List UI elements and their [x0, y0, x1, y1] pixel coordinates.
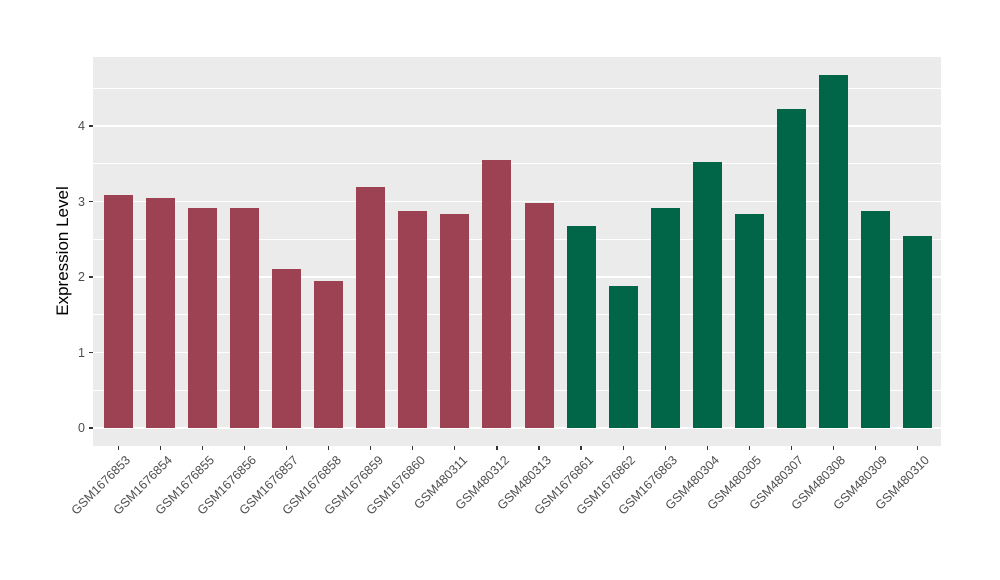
bar-GSM480312 [482, 159, 512, 428]
x-tick-mark [917, 446, 919, 450]
bar-GSM1676859 [356, 187, 386, 428]
x-tick-mark [832, 446, 835, 450]
gridline-major [93, 427, 941, 429]
y-tick-mark [89, 276, 93, 278]
bar-GSM1676862 [608, 286, 638, 428]
bar-GSM480308 [818, 74, 848, 428]
bar-GSM1676856 [230, 207, 259, 428]
bar-GSM1676863 [650, 207, 680, 428]
x-tick-mark [328, 446, 330, 450]
bar-GSM1676861 [566, 225, 596, 428]
plot-panel [93, 57, 941, 446]
bar-GSM480311 [440, 214, 470, 428]
x-tick-mark [454, 446, 456, 450]
gridline-major [93, 276, 941, 278]
x-tick-mark [285, 446, 288, 450]
bar-GSM1676857 [272, 269, 302, 428]
x-tick-mark [874, 446, 877, 450]
y-tick-label: 2 [78, 270, 85, 284]
gridline-major [93, 125, 941, 127]
bar-GSM480304 [692, 162, 722, 428]
y-tick-mark [89, 351, 93, 354]
bar-GSM480309 [861, 211, 891, 428]
bar-GSM480310 [903, 236, 933, 428]
x-tick-mark [201, 446, 204, 450]
gridline-minor [93, 87, 941, 89]
y-tick-mark [89, 125, 93, 127]
x-tick-mark [580, 446, 582, 450]
x-tick-mark [370, 446, 372, 450]
bar-GSM1676860 [398, 211, 428, 428]
x-tick-mark [622, 446, 624, 450]
bar-GSM480307 [776, 109, 806, 428]
y-tick-label: 4 [78, 119, 85, 133]
bar-GSM1676858 [314, 280, 344, 428]
bar-GSM1676854 [145, 197, 175, 428]
bar-GSM1676853 [103, 195, 133, 428]
x-tick-mark [412, 446, 414, 450]
x-tick-mark [159, 446, 161, 450]
x-tick-mark [748, 446, 750, 450]
bar-GSM480305 [734, 214, 764, 428]
y-tick-label: 1 [78, 345, 85, 360]
x-tick-mark [496, 446, 498, 450]
gridline-minor [93, 238, 941, 240]
y-tick-label: 0 [78, 421, 85, 435]
y-tick-label: 3 [78, 194, 85, 209]
gridline-major [93, 351, 941, 354]
bar-GSM480313 [524, 203, 554, 428]
gridline-major [93, 200, 941, 203]
x-tick-mark [790, 446, 792, 450]
gridline-minor [93, 314, 941, 316]
x-tick-mark [243, 446, 246, 450]
x-tick-mark [664, 446, 666, 450]
gridline-minor [93, 163, 941, 165]
y-tick-mark [89, 200, 93, 203]
y-tick-mark [89, 427, 93, 429]
x-tick-mark [117, 446, 119, 450]
x-tick-mark [538, 446, 540, 450]
bar-GSM1676855 [187, 207, 217, 428]
x-tick-mark [706, 446, 708, 450]
gridline-minor [93, 389, 941, 391]
